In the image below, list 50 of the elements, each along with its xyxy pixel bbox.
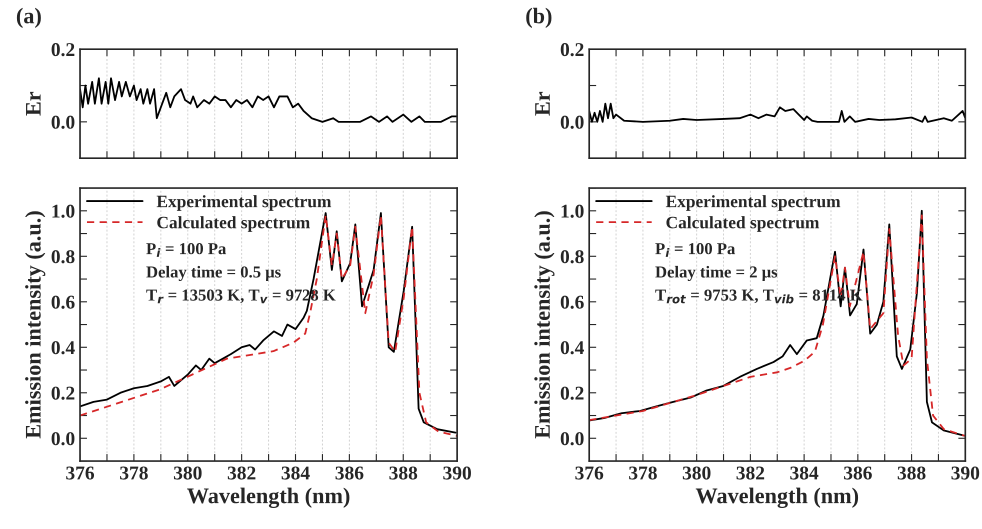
x-tick-label: 380 (174, 466, 202, 480)
y-tick-label: 0.6 (560, 296, 584, 309)
y-axis-title: Emission intensity (a.u.) (25, 211, 46, 438)
x-tick-label: 380 (682, 466, 710, 480)
x-tick-label: 390 (951, 466, 980, 480)
y-axis-title: Er (26, 92, 41, 116)
x-tick-label: 384 (790, 466, 818, 480)
x-tick-label: 388 (389, 466, 418, 480)
x-tick-label: 378 (120, 466, 148, 480)
y-tick-label: 0.4 (560, 341, 584, 354)
x-tick-label: 382 (228, 466, 256, 480)
x-tick-label: 390 (443, 466, 471, 480)
x-tick-label: 386 (844, 466, 872, 480)
y-axis-title: Emission intensity (a.u.) (534, 211, 554, 438)
y-tick-label: 0.8 (52, 250, 75, 264)
y-tick-label: 1.0 (562, 204, 584, 218)
x-tick-label: 384 (282, 466, 310, 480)
y-tick-label: 0.2 (560, 386, 584, 400)
y-tick-label: 0.2 (560, 43, 584, 56)
x-tick-label: 376 (66, 466, 94, 480)
line-series (80, 77, 458, 123)
chart-title: (b) (526, 8, 552, 28)
chart-title: (a) (16, 8, 41, 28)
y-tick-label: 0.2 (52, 386, 74, 400)
legend-label: Experimental spectrum (156, 195, 332, 211)
y-axis-title: Er (535, 92, 550, 116)
x-tick-label: 388 (898, 466, 926, 480)
legend-label: Calculated spectrum (666, 216, 820, 232)
y-tick-label: 0.0 (560, 116, 584, 129)
y-tick-label: 0.6 (52, 296, 75, 309)
y-tick-label: 0.0 (560, 432, 584, 446)
x-axis-title: Wavelength (nm) (187, 488, 350, 508)
y-tick-label: 0.4 (52, 341, 75, 354)
y-tick-label: 1.0 (52, 204, 74, 218)
legend-label: Calculated spectrum (157, 216, 310, 232)
line-series (589, 102, 966, 123)
annotation: Delay time = 2 μs (655, 266, 778, 282)
x-tick-label: 382 (736, 466, 764, 480)
x-tick-label: 376 (575, 466, 604, 480)
y-tick-label: 0.2 (52, 43, 74, 56)
y-tick-label: 0.0 (52, 116, 74, 129)
annotation: Delay time = 0.5 μs (146, 266, 281, 282)
y-tick-label: 0.8 (560, 250, 584, 264)
x-tick-label: 378 (629, 466, 657, 480)
y-tick-label: 0.0 (52, 432, 74, 446)
annotation: P$_{i}$ = 100 Pa (655, 243, 736, 257)
x-tick-label: 386 (336, 466, 364, 480)
annotation: P$_{i}$ = 100 Pa (146, 243, 226, 257)
x-axis-title: Wavelength (nm) (696, 488, 858, 508)
legend-label: Experimental spectrum (666, 195, 840, 211)
